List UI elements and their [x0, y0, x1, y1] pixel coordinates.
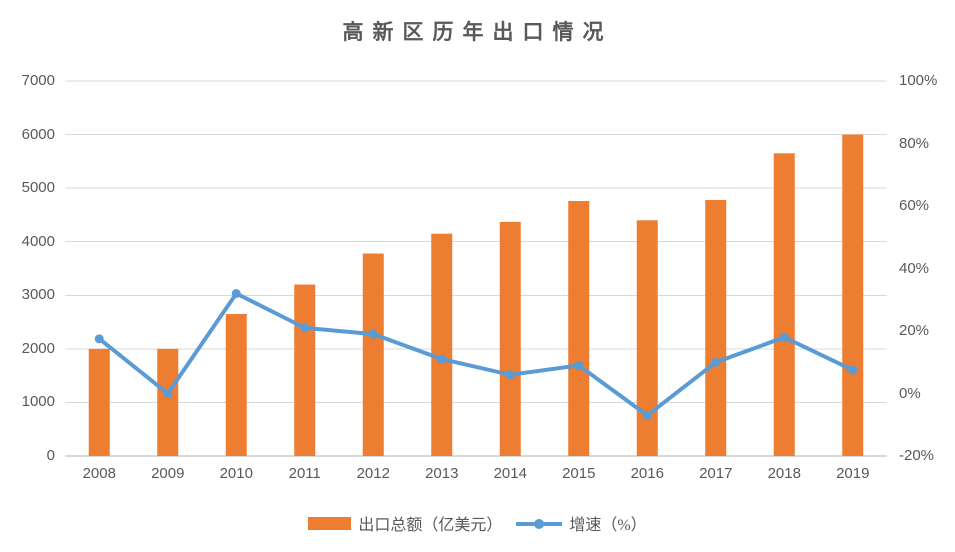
- growth-marker-2012: [368, 329, 378, 339]
- chart-title: 高新区历年出口情况: [342, 20, 613, 44]
- bar-2014: [499, 221, 521, 456]
- bar-2012: [362, 253, 384, 456]
- legend: 出口总额（亿美元） 增速（%）: [0, 511, 955, 535]
- line-series-swatch: [516, 517, 563, 530]
- y-left-tick-7000: 7000: [21, 72, 55, 89]
- x-tick-2013: 2013: [425, 465, 459, 482]
- x-tick-2014: 2014: [493, 465, 527, 482]
- y-left-tick-2000: 2000: [21, 339, 55, 357]
- bar-2016: [636, 220, 658, 456]
- growth-marker-2014: [505, 370, 515, 380]
- bar-2013: [431, 233, 453, 456]
- y-right-tick-60%: 60%: [899, 197, 930, 214]
- y-right-tick-0%: 0%: [899, 384, 921, 402]
- y-left-tick-0: 0: [46, 447, 55, 464]
- bar-2018: [773, 153, 795, 457]
- bar-2017: [705, 199, 727, 456]
- growth-marker-2016: [642, 410, 652, 420]
- y-right-tick-100%: 100%: [899, 72, 938, 89]
- legend-item-growth: 增速（%）: [516, 511, 647, 535]
- y-left-tick-6000: 6000: [21, 125, 55, 143]
- growth-marker-2015: [574, 360, 584, 370]
- bar-2009: [157, 348, 179, 456]
- y-left-tick-5000: 5000: [21, 179, 55, 197]
- bar-2011: [294, 284, 316, 456]
- line-swatch-marker-icon: [534, 518, 545, 529]
- legend-item-exports: 出口总额（亿美元）: [308, 511, 502, 535]
- bar-2008: [88, 348, 110, 456]
- growth-marker-2017: [711, 357, 721, 367]
- x-tick-2015: 2015: [562, 465, 596, 482]
- y-right-tick-20%: 20%: [899, 322, 930, 339]
- growth-marker-2013: [437, 354, 447, 364]
- growth-marker-2010: [231, 289, 241, 298]
- bar-2019: [842, 134, 864, 457]
- bar-series-label: 出口总额（亿美元）: [358, 517, 503, 534]
- growth-marker-2008: [94, 334, 104, 344]
- x-tick-2012: 2012: [356, 465, 390, 482]
- growth-line: [97, 291, 855, 418]
- plot-area: [65, 80, 887, 457]
- x-tick-2018: 2018: [767, 465, 801, 482]
- y-left-tick-4000: 4000: [21, 232, 55, 250]
- bar-series-swatch: [308, 516, 352, 530]
- y-right-tick-80%: 80%: [899, 134, 930, 152]
- line-series-label: 增速（%）: [569, 517, 647, 534]
- growth-marker-2009: [163, 389, 173, 398]
- growth-marker-2011: [300, 323, 310, 333]
- y-right-tick--20%: -20%: [899, 447, 935, 464]
- y-left-tick-3000: 3000: [21, 286, 55, 304]
- x-tick-2016: 2016: [630, 465, 664, 482]
- bar-2015: [568, 201, 590, 456]
- x-tick-2017: 2017: [699, 465, 733, 482]
- x-tick-2009: 2009: [151, 465, 185, 482]
- y-right-tick-40%: 40%: [899, 259, 930, 277]
- bar-2010: [225, 314, 247, 456]
- growth-marker-2019: [848, 365, 858, 375]
- x-tick-2019: 2019: [836, 465, 870, 482]
- x-tick-2011: 2011: [288, 465, 321, 482]
- y-left-tick-1000: 1000: [21, 393, 55, 411]
- x-tick-2008: 2008: [82, 465, 116, 482]
- growth-marker-2018: [779, 332, 789, 342]
- x-tick-2010: 2010: [219, 465, 253, 482]
